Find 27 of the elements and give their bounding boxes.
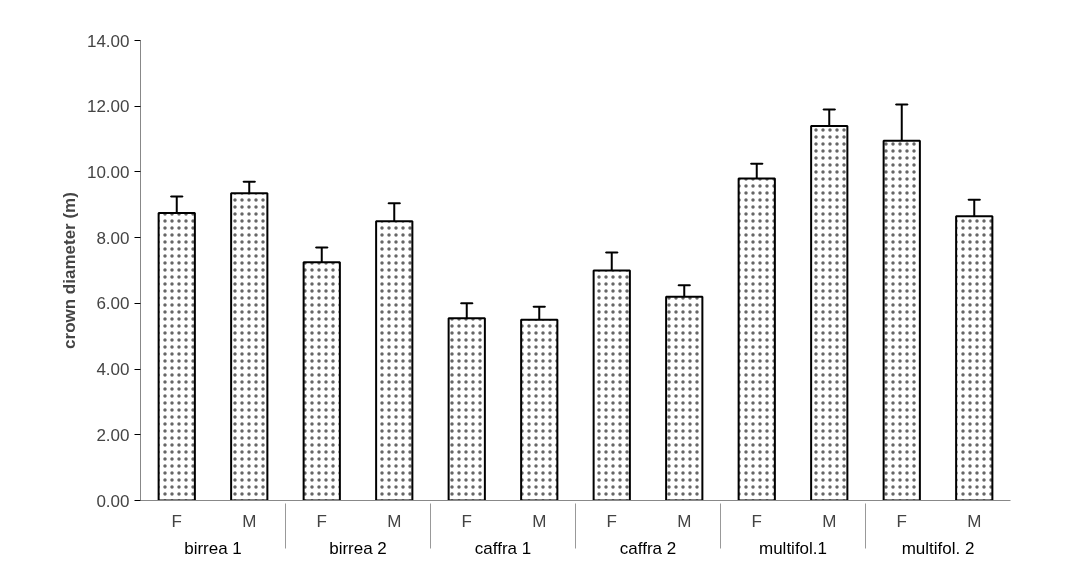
x-tick-label: M — [822, 511, 837, 531]
x-tick-label: M — [242, 511, 257, 531]
y-tick-label: 6.00 — [96, 294, 130, 314]
x-tick-label: M — [387, 511, 402, 531]
x-tick-label: M — [677, 511, 692, 531]
x-tick-label: F — [606, 511, 617, 531]
y-tick-label: 0.00 — [96, 491, 130, 511]
y-tick-label: 12.00 — [86, 97, 130, 117]
x-tick-label: M — [532, 511, 547, 531]
text: multifol.1 — [758, 538, 828, 558]
x-tick-label: F — [751, 511, 762, 531]
y-axis-title: crown diameter (m) — [59, 192, 79, 349]
x-tick-label: F — [171, 511, 182, 531]
text: birrea 1 — [184, 538, 242, 558]
text: multifol. 2 — [901, 538, 975, 558]
y-tick-label: 2.00 — [96, 425, 130, 445]
y-tick-label: 4.00 — [96, 360, 130, 380]
y-tick-label: 14.00 — [86, 31, 130, 51]
text: birrea 2 — [329, 538, 387, 558]
x-tick-label: F — [896, 511, 907, 531]
x-tick-label: F — [316, 511, 327, 531]
text: caffra 2 — [619, 538, 677, 558]
y-tick-label: 10.00 — [86, 162, 130, 182]
text: caffra 1 — [474, 538, 532, 558]
x-tick-label: M — [967, 511, 982, 531]
x-tick-label: F — [461, 511, 472, 531]
y-tick-label: 8.00 — [96, 228, 130, 248]
